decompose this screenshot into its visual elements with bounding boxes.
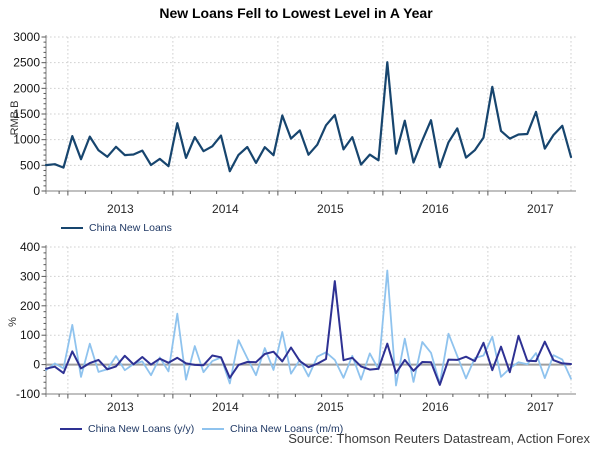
- bottom-chart-y-axis-unit: %: [7, 317, 19, 327]
- top-chart: 0 500 1000 1500 2000 2500 3000 2013 2014 2015 2016…: [13, 30, 576, 216]
- year-label: 2016: [422, 400, 449, 414]
- y-tick-label: 300: [20, 269, 40, 283]
- legend-china-new-loans: China New Loans: [61, 222, 172, 234]
- y-tick-label: 0: [33, 358, 40, 372]
- gridlines: [46, 246, 576, 394]
- top-chart-y-axis-unit: RMB B: [9, 100, 21, 136]
- year-label: 2015: [317, 202, 344, 216]
- legend-label-mom: China New Loans (m/m): [230, 423, 344, 435]
- x-tick-labels: 2013 2014 2015 2016 2017: [107, 202, 554, 216]
- legend-label-new-loans: China New Loans: [89, 222, 172, 234]
- gridlines: [46, 36, 576, 191]
- y-tick-label: 400: [20, 240, 40, 254]
- year-label: 2013: [107, 400, 134, 414]
- y-tick-label: 2000: [13, 81, 40, 95]
- year-label: 2017: [527, 400, 554, 414]
- x-tick-labels: 2013 2014 2015 2016 2017: [107, 400, 554, 414]
- y-tick-labels: -100 0 100 200 300 400: [16, 240, 40, 401]
- year-label: 2013: [107, 202, 134, 216]
- y-tick-label: 100: [20, 328, 40, 342]
- legend-label-yoy: China New Loans (y/y): [88, 423, 195, 435]
- y-tick-label: 0: [33, 184, 40, 198]
- legend-swatch-new-loans: [61, 227, 83, 229]
- legend-china-new-loans-mom: China New Loans (m/m): [202, 423, 343, 435]
- y-tick-label: -100: [16, 387, 40, 401]
- chart-title: New Loans Fell to Lowest Level in A Year: [159, 5, 433, 21]
- legend-swatch-yoy: [60, 428, 82, 430]
- year-label: 2014: [212, 400, 239, 414]
- y-tick-label: 500: [20, 158, 40, 172]
- y-tick-label: 2500: [13, 56, 40, 70]
- year-label: 2014: [212, 202, 239, 216]
- y-tick-label: 200: [20, 299, 40, 313]
- bottom-chart: -100 0 100 200 300 400 2013 2014 2015 2016 2017: [16, 240, 576, 414]
- ticks: [41, 36, 559, 196]
- y-tick-label: 1500: [13, 107, 40, 121]
- source-note: Source: Thomson Reuters Datastream, Acti…: [288, 431, 590, 446]
- year-label: 2015: [317, 400, 344, 414]
- year-label: 2016: [422, 202, 449, 216]
- y-tick-labels: 0 500 1000 1500 2000 2500 3000: [13, 30, 40, 198]
- y-tick-label: 3000: [13, 30, 40, 44]
- ticks: [41, 246, 559, 399]
- legend-china-new-loans-yoy: China New Loans (y/y): [60, 423, 194, 435]
- year-label: 2017: [527, 202, 554, 216]
- china-new-loans-y-y-line: [45, 280, 572, 386]
- china-new-loans-line: [44, 61, 573, 173]
- legend-swatch-mom: [202, 428, 224, 430]
- y-tick-label: 1000: [13, 133, 40, 147]
